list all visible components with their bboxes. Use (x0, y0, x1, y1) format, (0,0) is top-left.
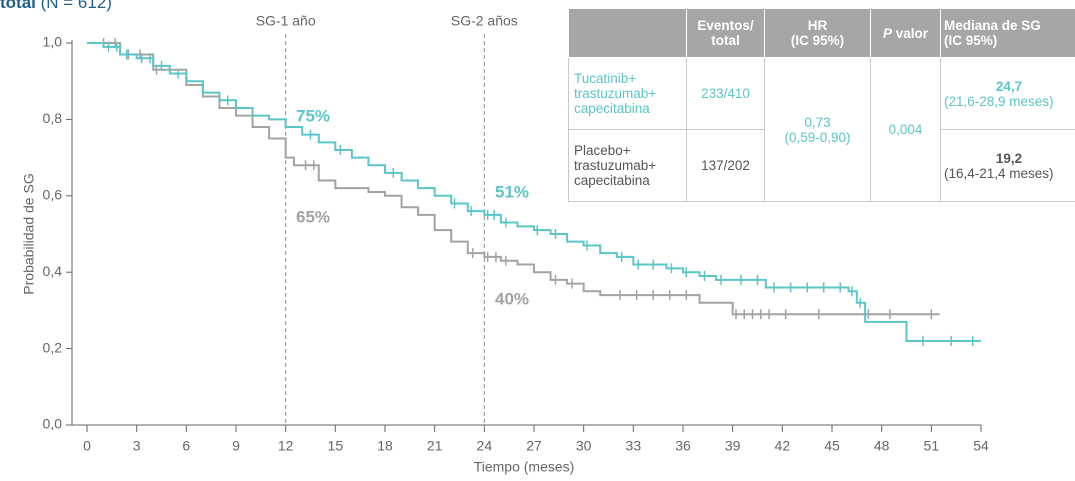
x-tick-label: 12 (278, 438, 294, 454)
survival-curve (87, 42, 981, 342)
title-bold: total (0, 0, 36, 12)
x-tick-label: 33 (626, 438, 642, 454)
cell: 0,73 (0,59-0,90) (764, 57, 871, 202)
reference-label: SG-1 año (256, 13, 316, 29)
x-tick-label: 3 (133, 438, 141, 454)
header-cell: Mediana de SG (IC 95%) (940, 8, 1075, 58)
x-tick-label: 48 (874, 438, 890, 454)
ci: (21,6-28,9 meses) (944, 93, 1054, 109)
cell: 0,004 (870, 57, 941, 202)
cell: 19,2 (16,4-21,4 meses) (940, 129, 1075, 202)
x-tick-label: 36 (675, 438, 691, 454)
y-tick-label: 0,8 (43, 110, 63, 126)
x-tick-label: 0 (83, 438, 91, 454)
header-text: valor (891, 25, 929, 41)
header-cell: HR (IC 95%) (764, 8, 871, 58)
x-tick-label: 42 (775, 438, 791, 454)
x-tick-label: 9 (232, 438, 240, 454)
ci: (16,4-21,4 meses) (944, 165, 1054, 181)
row: Placebo+ trastuzumab+ capecitabina 137/2… (568, 129, 1075, 202)
x-tick-label: 27 (526, 438, 542, 454)
y-tick-label: 0,6 (43, 187, 63, 203)
annotation: 51% (495, 182, 529, 201)
cell: 137/202 (686, 129, 765, 202)
x-tick-label: 45 (824, 438, 840, 454)
x-tick-label: 6 (182, 438, 190, 454)
cell: 233/410 (686, 57, 765, 130)
y-tick-label: 1,0 (43, 34, 63, 50)
table: Eventos/ total HR (IC 95%) P valor Media… (568, 8, 1075, 202)
x-tick-label: 30 (576, 438, 592, 454)
x-tick-label: 54 (973, 438, 989, 454)
arm-cell: Tucatinib+ trastuzumab+ capecitabina (568, 57, 687, 130)
arm-cell: Placebo+ trastuzumab+ capecitabina (568, 129, 687, 202)
x-tick-label: 24 (477, 438, 493, 454)
chart-title: total (N = 612) (0, 0, 112, 12)
x-axis-title: Tiempo (meses) (474, 459, 575, 475)
row: Tucatinib+ trastuzumab+ capecitabina 233… (568, 57, 1075, 202)
header-italic: P (882, 25, 892, 41)
annotation: 75% (296, 106, 330, 125)
reference-label: SG-2 años (451, 13, 518, 29)
results-table: Eventos/ total HR (IC 95%) P valor Media… (568, 8, 1075, 202)
y-tick-label: 0,2 (43, 339, 63, 355)
annotation: 65% (296, 207, 330, 226)
y-tick-label: 0,4 (43, 263, 63, 279)
header-cell: P valor (870, 8, 941, 58)
x-tick-label: 39 (725, 438, 741, 454)
x-tick-label: 18 (377, 438, 393, 454)
header-row: Eventos/ total HR (IC 95%) P valor Media… (568, 8, 1075, 58)
header-cell: Eventos/ total (686, 8, 765, 58)
survival-curve (87, 42, 940, 316)
y-axis-title: Probabilidad de SG (21, 173, 37, 294)
title-rest: (N = 612) (41, 0, 112, 12)
header-cell (568, 8, 687, 58)
cell: 24,7 (21,6-28,9 meses) (940, 57, 1075, 130)
median: 24,7 (995, 78, 1023, 94)
x-tick-label: 21 (427, 438, 443, 454)
x-tick-label: 15 (328, 438, 344, 454)
median: 19,2 (995, 150, 1023, 166)
y-tick-label: 0,0 (43, 416, 63, 432)
x-tick-label: 51 (924, 438, 940, 454)
annotation: 40% (495, 289, 529, 308)
